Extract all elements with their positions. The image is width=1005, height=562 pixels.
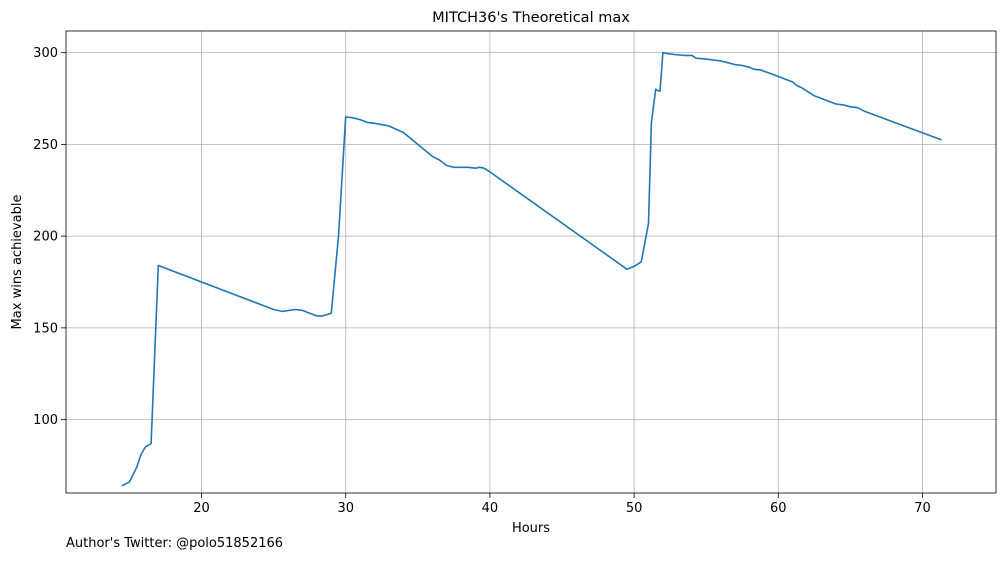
chart-title: MITCH36's Theoretical max: [432, 10, 630, 26]
data-point: [352, 117, 354, 119]
data-point: [842, 104, 844, 106]
data-point: [741, 64, 743, 67]
data-point: [673, 53, 676, 56]
data-point: [633, 265, 635, 267]
data-point: [467, 166, 469, 168]
data-point: [777, 75, 779, 78]
y-axis-label: Max wins achievable: [10, 195, 25, 330]
data-point: [453, 166, 455, 168]
data-point: [712, 59, 715, 61]
data-point: [150, 442, 152, 445]
data-point: [301, 309, 304, 311]
plot-frame: [65, 30, 997, 494]
data-point: [374, 122, 376, 124]
data-point: [835, 103, 837, 105]
data-point: [753, 68, 755, 70]
y-tick-label: 100: [33, 413, 58, 428]
data-point: [438, 159, 440, 161]
data-point: [650, 121, 653, 123]
y-tick-label: 300: [33, 46, 58, 61]
data-point: [402, 131, 404, 134]
data-point: [784, 78, 787, 80]
data-point: [140, 453, 142, 456]
data-point: [796, 85, 798, 87]
data-point: [144, 446, 146, 448]
data-point: [273, 308, 275, 311]
data-point: [460, 166, 462, 168]
data-point: [720, 60, 722, 62]
data-point: [820, 97, 823, 100]
data-point: [647, 222, 650, 224]
data-point: [705, 58, 707, 60]
x-tick-label: 20: [193, 501, 210, 516]
data-point: [309, 312, 311, 314]
data-point: [684, 54, 686, 57]
x-tick-label: 40: [482, 501, 499, 516]
data-point: [121, 485, 123, 487]
data-point: [691, 54, 693, 57]
data-point: [695, 57, 697, 59]
data-point: [760, 69, 762, 71]
data-point: [656, 89, 658, 91]
data-point: [345, 116, 347, 118]
x-tick-label: 60: [770, 501, 787, 516]
data-point: [626, 268, 628, 270]
data-point: [792, 81, 794, 83]
plot-background: [66, 31, 996, 493]
x-tick-label: 70: [914, 501, 931, 516]
data-point: [147, 444, 149, 446]
data-point: [489, 171, 491, 173]
data-point: [659, 90, 661, 92]
data-point: [366, 121, 368, 123]
data-point: [828, 100, 830, 102]
data-point: [770, 73, 772, 75]
y-tick-label: 150: [33, 321, 58, 336]
data-point: [640, 261, 642, 263]
data-point: [128, 481, 130, 483]
data-point: [479, 166, 481, 168]
data-point: [388, 125, 390, 127]
data-point: [748, 66, 751, 68]
data-point: [417, 143, 419, 145]
data-point: [322, 315, 324, 317]
data-point: [857, 107, 859, 109]
x-tick-label: 50: [626, 501, 643, 516]
data-point: [727, 62, 729, 64]
data-point: [655, 88, 657, 90]
data-point: [281, 310, 283, 312]
author-credit: Author's Twitter: @polo51852166: [66, 536, 284, 551]
data-point: [337, 235, 340, 237]
data-point: [813, 95, 815, 97]
grid: [66, 31, 996, 493]
y-axis-ticks: 100 150 200 250 300: [33, 46, 66, 428]
data-point: [483, 167, 485, 169]
data-point: [849, 106, 852, 108]
data-point: [940, 139, 942, 141]
data-point: [294, 308, 296, 311]
data-point: [662, 52, 664, 54]
data-point: [666, 53, 668, 55]
data-point: [136, 466, 138, 468]
data-point: [327, 313, 329, 315]
data-point: [316, 315, 318, 317]
data-point: [330, 312, 332, 314]
y-tick-label: 250: [33, 138, 58, 153]
data-point: [157, 264, 159, 267]
data-point: [806, 90, 808, 92]
data-points: [121, 52, 942, 487]
x-axis-ticks: 20 30 40 50 60 70: [193, 493, 931, 516]
data-point: [734, 64, 736, 66]
data-point: [474, 167, 477, 169]
x-axis-label: Hours: [512, 521, 550, 536]
y-tick-label: 200: [33, 230, 58, 245]
data-point: [446, 164, 448, 167]
data-point: [359, 119, 361, 121]
data-point: [800, 86, 802, 89]
x-tick-label: 30: [337, 501, 354, 516]
data-point: [431, 155, 433, 157]
data-point: [864, 110, 866, 112]
